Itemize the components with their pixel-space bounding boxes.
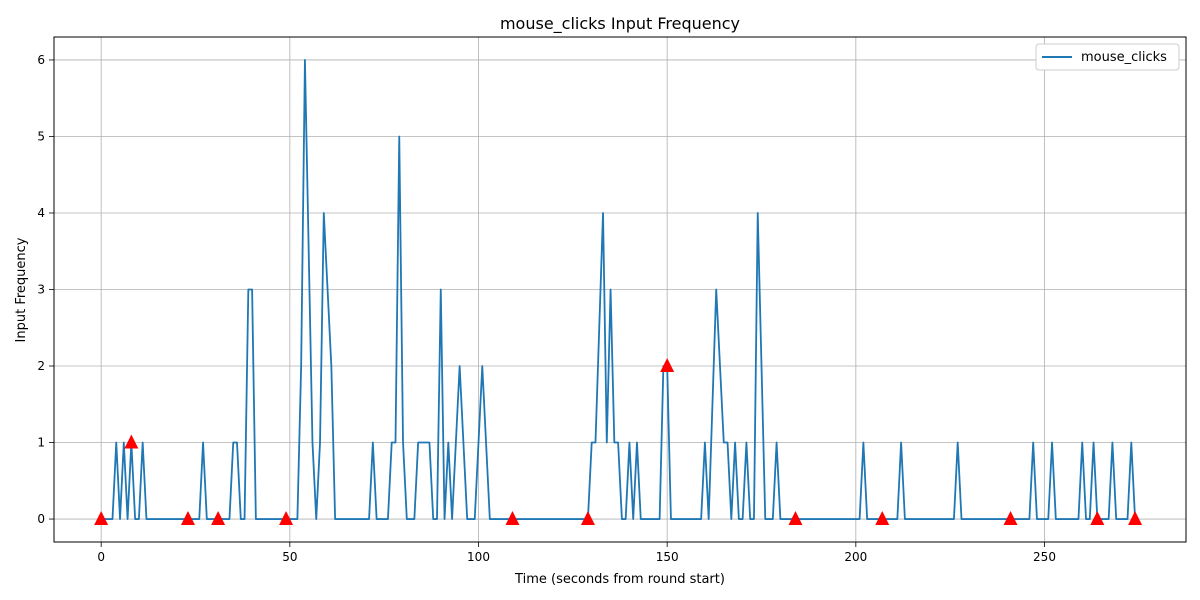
event-marker [1003, 511, 1018, 526]
event-marker [180, 511, 195, 526]
chart-title: mouse_clicks Input Frequency [500, 14, 740, 34]
event-marker [660, 358, 675, 373]
y-tick-label: 2 [37, 359, 45, 373]
event-marker [875, 511, 890, 526]
legend-box [1035, 43, 1180, 71]
legend: mouse_clicks [1035, 43, 1180, 71]
y-axis: 0 1 2 3 4 5 6 [37, 53, 54, 526]
x-tick-label: 50 [282, 550, 297, 564]
event-marker [94, 511, 109, 526]
event-marker [505, 511, 520, 526]
y-tick-label: 0 [37, 512, 45, 526]
y-tick-label: 4 [37, 206, 45, 220]
x-tick-label: 100 [467, 550, 490, 564]
event-marker [211, 511, 226, 526]
event-marker [1090, 511, 1105, 526]
x-tick-label: 250 [1033, 550, 1056, 564]
y-tick-label: 1 [37, 436, 45, 450]
x-axis: 0 50 100 150 200 250 [97, 542, 1056, 564]
event-marker [1128, 511, 1143, 526]
series-line-mouse-clicks [101, 59, 1136, 520]
x-tick-label: 150 [656, 550, 679, 564]
legend-label-mouse-clicks: mouse_clicks [1081, 50, 1167, 65]
x-tick-label: 0 [97, 550, 105, 564]
event-marker [788, 511, 803, 526]
y-tick-label: 5 [37, 129, 45, 143]
event-marker [279, 511, 294, 526]
event-marker [124, 434, 139, 449]
y-axis-label: Input Frequency [14, 237, 29, 342]
y-tick-label: 6 [37, 53, 45, 67]
y-tick-label: 3 [37, 283, 45, 297]
event-marker [580, 511, 595, 526]
x-axis-label: Time (seconds from round start) [514, 572, 725, 587]
marker-layer [94, 358, 1143, 526]
x-tick-label: 200 [844, 550, 867, 564]
series-layer [101, 59, 1136, 520]
